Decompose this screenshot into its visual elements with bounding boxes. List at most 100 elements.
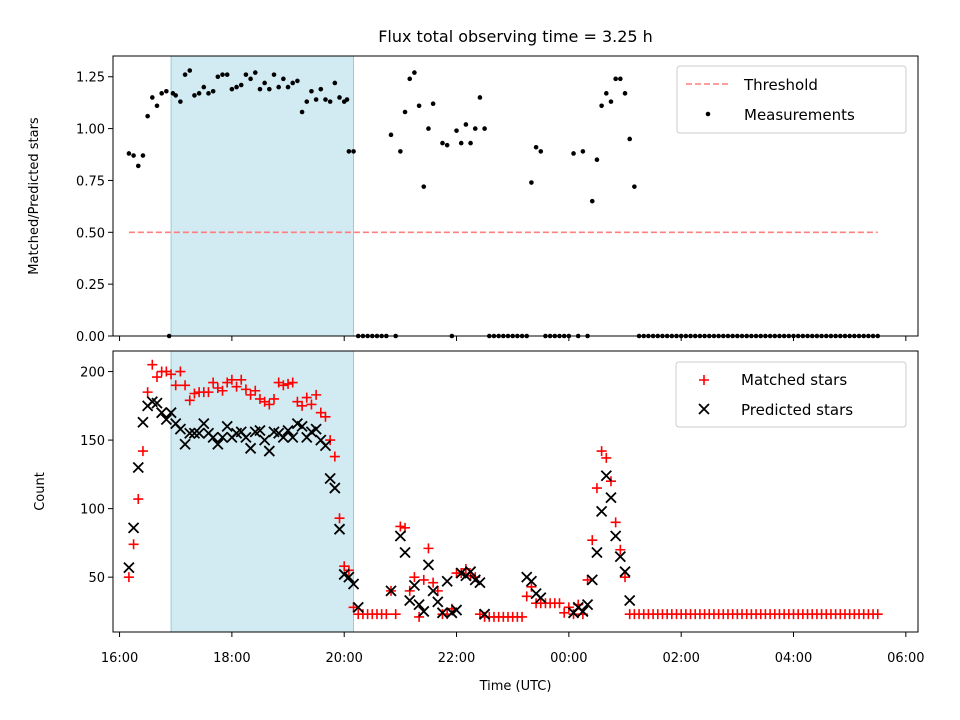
matched-star-point xyxy=(283,378,294,389)
matched-star-point xyxy=(404,585,415,596)
legend-measurements-label: Measurements xyxy=(744,106,855,124)
matched-star-point xyxy=(591,483,602,494)
measurement-point xyxy=(131,153,136,158)
measurement-point xyxy=(440,140,445,146)
measurement-point xyxy=(444,142,450,148)
measurement-point xyxy=(468,140,473,146)
x-tick-label: 02:00 xyxy=(662,651,699,666)
top-x-axis xyxy=(119,336,907,341)
measurement-point xyxy=(426,126,431,131)
matched-star-point xyxy=(240,384,251,395)
predicted-star-point xyxy=(525,575,538,587)
predicted-star-point xyxy=(605,492,617,504)
matched-star-point xyxy=(334,513,345,524)
predicted-star-point xyxy=(385,585,397,597)
measurement-point xyxy=(210,88,216,94)
predicted-star-point xyxy=(333,523,346,535)
matched-star-point xyxy=(166,369,177,380)
measurement-point xyxy=(323,97,328,102)
predicted-star-point xyxy=(427,585,439,597)
predicted-star-point xyxy=(240,431,252,443)
measurement-point xyxy=(589,198,595,204)
top-y-axis: 0.00 0.25 0.50 0.75 1.00 1.25 xyxy=(76,71,113,345)
matched-star-point xyxy=(428,577,439,588)
matched-star-point xyxy=(423,543,434,554)
predicted-star-point xyxy=(282,424,294,437)
measurement-point xyxy=(398,149,403,154)
measurement-point xyxy=(196,91,202,96)
predicted-star-point xyxy=(399,546,411,559)
predicted-star-point xyxy=(319,439,332,452)
measurement-point xyxy=(458,140,464,146)
matched-star-point xyxy=(123,572,134,583)
measurement-point xyxy=(613,76,618,82)
measurement-point xyxy=(229,86,235,92)
predicted-star-point xyxy=(577,605,589,618)
predicted-star-point xyxy=(600,470,612,482)
measurement-point xyxy=(285,84,291,90)
y-tick-label: 1.25 xyxy=(76,71,105,86)
matched-star-point xyxy=(297,400,308,411)
y-tick-label: 0.25 xyxy=(76,278,105,293)
measurement-point xyxy=(140,153,146,158)
matched-star-point xyxy=(390,609,401,620)
matched-star-point xyxy=(128,539,139,550)
predicted-star-point xyxy=(310,423,322,435)
measurement-point xyxy=(327,99,333,104)
measurement-point xyxy=(304,99,310,104)
measurement-point xyxy=(603,91,609,96)
matched-star-point xyxy=(329,451,340,462)
matched-star-point xyxy=(278,380,289,391)
matched-star-point xyxy=(395,521,406,532)
predicted-star-point xyxy=(464,566,477,578)
legend-matched-label: Matched stars xyxy=(741,371,847,389)
measurement-point xyxy=(402,109,408,115)
measurement-point xyxy=(632,184,637,189)
matched-star-point xyxy=(147,359,158,370)
measurement-point xyxy=(126,151,132,156)
measurement-point xyxy=(472,126,478,131)
measurement-point xyxy=(206,91,211,96)
predicted-star-point xyxy=(404,594,416,607)
predicted-star-point xyxy=(591,546,603,559)
matched-star-point xyxy=(306,399,317,410)
predicted-star-point xyxy=(287,431,299,443)
predicted-star-point xyxy=(474,577,486,589)
legend-predicted-label: Predicted stars xyxy=(741,401,853,419)
predicted-star-point xyxy=(151,397,163,409)
predicted-star-point xyxy=(408,579,421,592)
measurement-point xyxy=(290,80,296,86)
measurement-point xyxy=(454,128,459,133)
measurement-point xyxy=(243,72,249,77)
measurement-point xyxy=(276,84,281,90)
x-tick-label: 04:00 xyxy=(775,651,812,666)
matched-star-point xyxy=(311,389,322,400)
measurement-point xyxy=(313,97,319,102)
measurement-point xyxy=(421,184,427,189)
predicted-star-point xyxy=(343,571,355,583)
matched-star-point xyxy=(170,380,181,391)
predicted-star-point xyxy=(478,608,491,620)
x-tick-label: 06:00 xyxy=(887,651,924,666)
matched-star-point xyxy=(325,435,336,446)
predicted-star-point xyxy=(394,530,407,542)
x-axis-label: Time (UTC) xyxy=(479,679,552,694)
matched-star-point xyxy=(605,476,616,487)
matched-star-point xyxy=(320,411,331,422)
measurement-point xyxy=(351,149,356,154)
measurement-point xyxy=(388,132,394,138)
predicted-star-point xyxy=(127,522,140,534)
legend-frame xyxy=(676,65,907,134)
predicted-star-point xyxy=(259,434,271,446)
measurement-point xyxy=(318,86,324,92)
matched-star-point xyxy=(432,585,443,596)
matched-star-point xyxy=(517,611,528,622)
matched-stars-layer xyxy=(123,359,883,622)
measurement-point xyxy=(262,80,267,86)
measurement-point xyxy=(580,149,586,154)
x-tick-label: 18:00 xyxy=(213,651,250,666)
predicted-star-point xyxy=(160,413,172,426)
bottom-y-axis-label: Count xyxy=(33,472,48,511)
matched-star-point xyxy=(226,374,237,385)
measurement-point xyxy=(173,93,179,98)
